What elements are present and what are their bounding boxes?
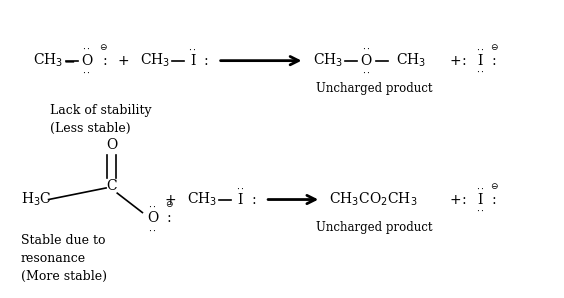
Text: O: O [106,138,117,152]
Text: H$_3$C: H$_3$C [21,191,51,208]
Text: $\ominus$: $\ominus$ [99,42,108,52]
Text: O: O [147,211,158,225]
Text: :: : [491,54,496,68]
Text: O: O [360,54,371,68]
Text: $\cdot\cdot$: $\cdot\cdot$ [362,44,370,53]
Text: $\ominus$: $\ominus$ [490,181,499,191]
Text: $\cdot\cdot$: $\cdot\cdot$ [476,45,484,54]
Text: $\cdot\cdot$: $\cdot\cdot$ [476,206,484,215]
Text: $+$: $+$ [117,54,129,68]
Text: I: I [478,193,483,207]
Text: $\ominus$: $\ominus$ [165,199,174,209]
Text: $\cdot\cdot$: $\cdot\cdot$ [476,67,484,76]
Text: CH$_3$: CH$_3$ [312,52,343,69]
Text: O: O [81,54,92,68]
Text: $\mathbf{-}$: $\mathbf{-}$ [63,54,75,68]
Text: CH$_3$: CH$_3$ [33,52,64,69]
Text: $+$: $+$ [449,54,461,68]
Text: $\cdot\cdot$: $\cdot\cdot$ [236,184,244,193]
Text: CH$_3$: CH$_3$ [140,52,170,69]
Text: CH$_3$: CH$_3$ [396,52,427,69]
Text: Stable due to
resonance
(More stable): Stable due to resonance (More stable) [21,234,107,283]
Text: :: : [462,54,466,68]
Text: I: I [190,54,195,68]
Text: :: : [462,193,466,207]
Text: Uncharged product: Uncharged product [316,221,433,234]
Text: $\cdot\cdot$: $\cdot\cdot$ [82,68,91,77]
Text: Lack of stability
(Less stable): Lack of stability (Less stable) [50,104,152,135]
Text: $\cdot\cdot$: $\cdot\cdot$ [82,44,91,53]
Text: I: I [237,193,243,207]
Text: $+$: $+$ [164,193,177,207]
Text: $\cdot\cdot$: $\cdot\cdot$ [148,225,157,235]
Text: $\ominus$: $\ominus$ [490,42,499,52]
Text: :: : [102,54,107,68]
Text: Uncharged product: Uncharged product [316,82,433,95]
Text: :: : [167,211,171,225]
Text: $\cdot\cdot$: $\cdot\cdot$ [148,202,157,211]
Text: $\cdot\cdot$: $\cdot\cdot$ [476,184,484,193]
Text: CH$_3$: CH$_3$ [187,191,217,208]
Text: :: : [491,193,496,207]
Text: $\cdot\cdot$: $\cdot\cdot$ [188,45,197,54]
Text: $\cdot\cdot$: $\cdot\cdot$ [362,68,370,77]
Text: CH$_3$CO$_2$CH$_3$: CH$_3$CO$_2$CH$_3$ [329,191,418,208]
Text: :: : [252,193,256,207]
Text: I: I [478,54,483,68]
Text: C: C [107,179,117,193]
Text: :: : [204,54,209,68]
Text: $+$: $+$ [449,193,461,207]
